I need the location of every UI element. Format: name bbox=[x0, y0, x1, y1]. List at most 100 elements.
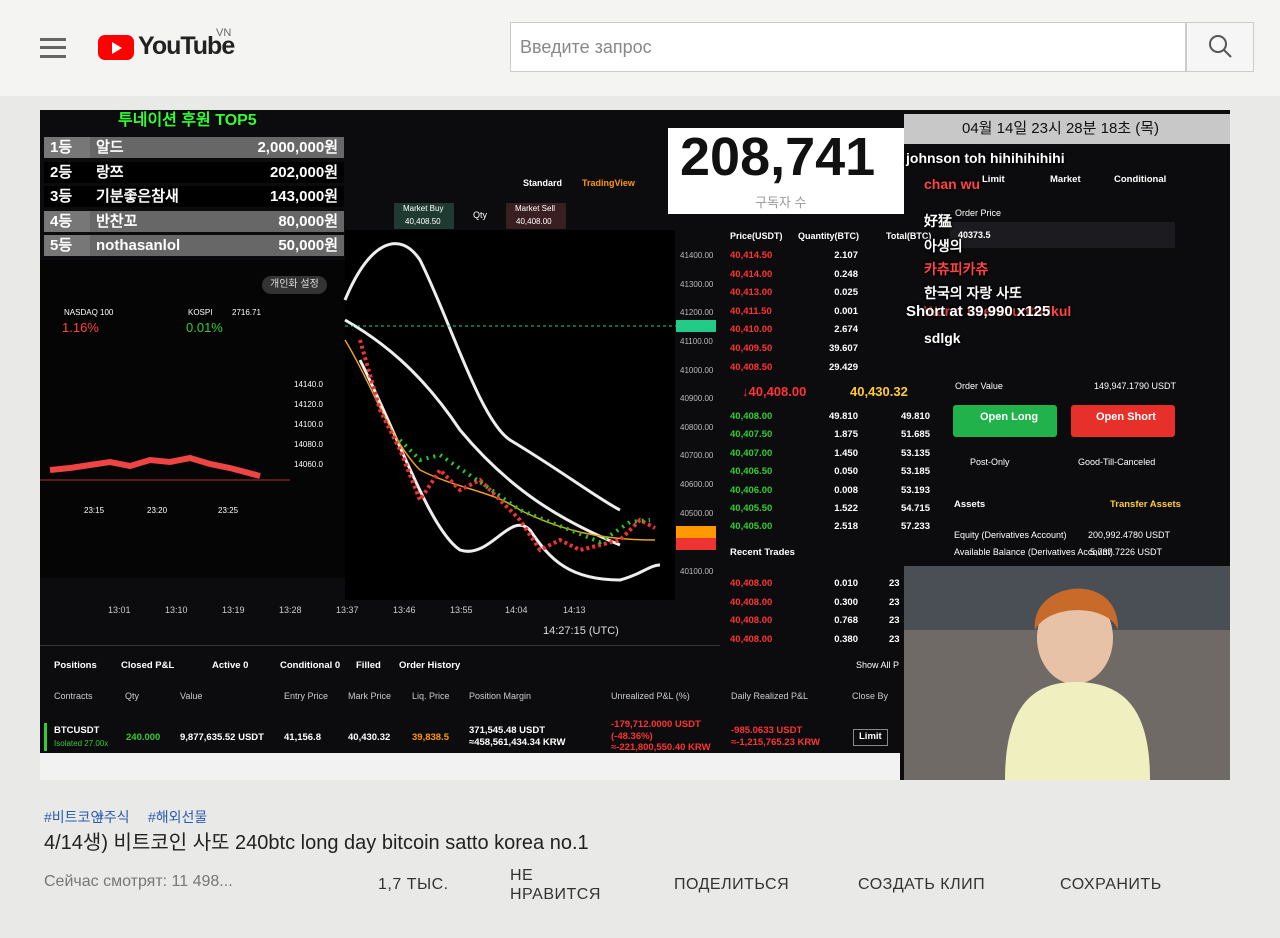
order-tab[interactable]: Limit bbox=[982, 174, 1005, 185]
ask-qty: 29.429 bbox=[828, 361, 858, 373]
hashtag[interactable]: #비트코인 bbox=[44, 809, 104, 825]
last-price: ↓40,408.00 bbox=[742, 384, 807, 399]
donation-rank: 4등 bbox=[50, 212, 73, 230]
donation-rank-bg bbox=[44, 137, 90, 158]
x-tick-label: 23:25 bbox=[218, 506, 239, 515]
chat-message: chan wu bbox=[924, 176, 981, 192]
donation-rank: 5등 bbox=[50, 237, 73, 254]
video-title: 4/14생) 비트코인 사또 240btc long day bitcoin s… bbox=[44, 832, 589, 854]
price-input bbox=[950, 222, 1175, 248]
ask-price: 40,413.00 bbox=[730, 287, 773, 299]
y-tick-label: 41200.00 bbox=[680, 308, 714, 317]
logo-icon[interactable] bbox=[98, 35, 134, 60]
bid-qty: 0.008 bbox=[834, 484, 858, 496]
chat-message: 카츄피카츄 bbox=[924, 261, 989, 277]
donation-amount: 80,000원 bbox=[278, 212, 338, 230]
column-header: Total(BTC) bbox=[886, 231, 932, 241]
donation-amount: 2,000,000원 bbox=[257, 139, 338, 156]
market-buy[interactable]: Market Buy bbox=[403, 204, 444, 213]
price-input-value: 40373.5 bbox=[958, 230, 991, 240]
index-value: 2716.71 bbox=[232, 308, 261, 317]
chart-clock: 14:27:15 (UTC) bbox=[543, 625, 619, 637]
subscriber-label: 구독자 수 bbox=[755, 195, 807, 210]
bid-price: 40,407.00 bbox=[730, 447, 773, 459]
column-header: Quantity(BTC) bbox=[798, 231, 859, 241]
hashtag[interactable]: #주식 bbox=[96, 809, 130, 825]
bid-total: 53.185 bbox=[900, 466, 930, 478]
hashtag[interactable]: #해외선물 bbox=[148, 809, 208, 825]
trade-time: 23 bbox=[889, 596, 900, 608]
chart-mode[interactable]: TradingView bbox=[582, 178, 635, 188]
chart-mode[interactable]: Standard bbox=[523, 178, 563, 188]
equity-value: 200,992.4780 USDT bbox=[1088, 530, 1171, 540]
action-button[interactable]: ПОДЕЛИТЬСЯ bbox=[674, 876, 790, 893]
action-button[interactable]: СОХРАНИТЬ bbox=[1060, 876, 1162, 893]
subscriber-count: 208,741 bbox=[680, 127, 876, 187]
trade-price: 40,408.00 bbox=[730, 615, 773, 627]
column-header: Contracts bbox=[54, 691, 93, 701]
y-tick-label: 40600.00 bbox=[680, 480, 714, 489]
action-button[interactable]: 1,7 ТЫС. bbox=[378, 876, 449, 893]
positions-tab[interactable]: Filled bbox=[356, 660, 381, 671]
trade-time: 23 bbox=[889, 634, 900, 646]
positions-tab[interactable]: Conditional 0 bbox=[280, 660, 341, 671]
unrealized-pnl: -179,712.0000 USDT bbox=[611, 719, 701, 730]
bid-total: 51.685 bbox=[900, 429, 930, 441]
chat-message: Warut Leerasuntudkul bbox=[924, 303, 1072, 319]
column-header: Mark Price bbox=[348, 691, 392, 701]
trade-qty: 0.380 bbox=[834, 634, 858, 646]
close-button[interactable]: Limit bbox=[853, 729, 888, 746]
order-tab[interactable]: Conditional bbox=[1114, 174, 1167, 185]
y-tick-label: 40500.00 bbox=[680, 509, 714, 518]
column-header: Close By bbox=[852, 691, 889, 701]
x-tick-label: 13:37 bbox=[336, 605, 359, 615]
action-button[interactable]: СОЗДАТЬ КЛИП bbox=[858, 876, 986, 893]
search-box[interactable] bbox=[510, 22, 1186, 72]
position-row-marker bbox=[44, 723, 47, 751]
order-tab[interactable]: Market bbox=[1050, 174, 1081, 185]
margin: 371,545.48 USDT bbox=[469, 725, 546, 736]
leverage: Isolated 27.00x bbox=[54, 739, 109, 748]
x-tick-label: 13:28 bbox=[279, 605, 302, 615]
bid-qty: 1.522 bbox=[834, 503, 858, 514]
settings-button[interactable]: 개인화 설정 bbox=[262, 276, 327, 294]
positions-tab[interactable]: Closed P&L bbox=[121, 660, 175, 671]
bid-price: 40,406.50 bbox=[730, 466, 773, 478]
transfer-link[interactable]: Transfer Assets bbox=[1110, 499, 1181, 510]
positions-tab[interactable]: Active 0 bbox=[212, 660, 249, 671]
mark-price: 40,430.32 bbox=[850, 384, 908, 399]
tif-select[interactable]: Good-Till-Canceled bbox=[1078, 457, 1156, 467]
open-long-button[interactable]: Open Long bbox=[980, 411, 1039, 423]
recent-trades: Recent Trades bbox=[730, 547, 795, 558]
video-player[interactable] bbox=[40, 110, 1230, 780]
bid-qty: 2.518 bbox=[834, 521, 858, 533]
positions-tab[interactable]: Positions bbox=[54, 660, 97, 671]
y-tick-label: 40700.00 bbox=[680, 451, 714, 460]
value: 9,877,635.52 USDT bbox=[180, 732, 264, 743]
open-short-button[interactable]: Open Short bbox=[1096, 411, 1156, 423]
menu-icon[interactable] bbox=[40, 38, 66, 58]
action-button[interactable]: НЕ НРАВИТСЯ bbox=[510, 867, 601, 904]
donation-rank: 3등 bbox=[50, 188, 73, 205]
unrealized-pct: (-48.36%) bbox=[611, 731, 653, 742]
donation-name: nothasanlol bbox=[96, 237, 181, 254]
y-tick-label: 41100.00 bbox=[680, 337, 713, 346]
bid-price: 40,408.00 bbox=[730, 411, 773, 422]
donation-row bbox=[44, 186, 344, 207]
donation-amount: 50,000원 bbox=[278, 237, 338, 254]
chat-message: sdlgk bbox=[924, 330, 961, 346]
column-header: Value bbox=[180, 691, 203, 701]
checkbox-label: Show All P bbox=[856, 660, 900, 670]
search-button[interactable] bbox=[1186, 22, 1254, 72]
logo-text[interactable]: YouTube bbox=[138, 32, 235, 60]
trade-qty: 0.010 bbox=[834, 578, 858, 589]
trade-price: 40,408.00 bbox=[730, 596, 773, 608]
donation-rank-bg bbox=[44, 161, 90, 183]
search-icon bbox=[1209, 35, 1232, 58]
donation-title: 투네이션 후원 TOP5 bbox=[118, 112, 257, 129]
y-tick-label: 40100.00 bbox=[680, 567, 714, 576]
positions-tab[interactable]: Order History bbox=[399, 660, 461, 671]
column-header: Liq. Price bbox=[412, 691, 450, 701]
market-sell[interactable]: Market Sell bbox=[515, 204, 556, 213]
